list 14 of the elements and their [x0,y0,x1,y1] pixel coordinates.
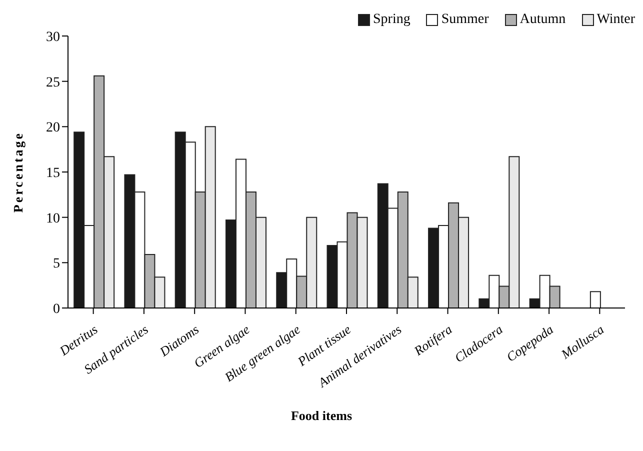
legend-label: Summer [441,12,489,28]
y-tick-label: 5 [53,256,60,272]
y-tick-label: 20 [46,120,60,136]
legend-label: Autumn [520,12,566,28]
y-tick-label: 15 [46,166,60,181]
y-tick-label: 30 [46,30,60,45]
legend-label: Winter [596,12,635,28]
legend-label: Spring [373,12,410,28]
x-axis-title: Food items [290,408,354,424]
y-tick-label: 0 [53,302,60,317]
y-tick-label: 10 [46,211,60,226]
y-tick-label: 25 [46,75,60,90]
bar [590,291,601,308]
y-axis-title: Percentage [10,131,26,213]
